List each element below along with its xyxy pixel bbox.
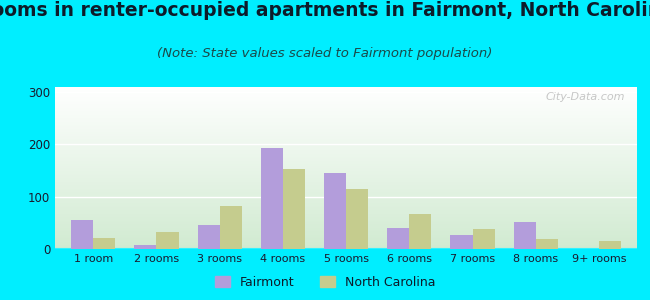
Bar bbox=[346, 189, 369, 249]
Text: (Note: State values scaled to Fairmont population): (Note: State values scaled to Fairmont p… bbox=[157, 46, 493, 59]
Bar bbox=[135, 245, 157, 249]
Bar bbox=[93, 238, 115, 249]
Bar bbox=[324, 173, 346, 249]
Text: Rooms in renter-occupied apartments in Fairmont, North Carolina: Rooms in renter-occupied apartments in F… bbox=[0, 2, 650, 20]
Bar bbox=[450, 235, 473, 249]
Bar bbox=[387, 228, 410, 249]
Legend: Fairmont, North Carolina: Fairmont, North Carolina bbox=[210, 271, 440, 294]
Bar bbox=[514, 222, 536, 249]
Bar bbox=[71, 220, 93, 249]
Bar bbox=[473, 229, 495, 249]
Bar bbox=[261, 148, 283, 249]
Bar bbox=[283, 169, 305, 249]
Bar bbox=[536, 238, 558, 249]
Bar bbox=[198, 226, 220, 249]
Bar bbox=[599, 241, 621, 249]
Bar bbox=[410, 214, 432, 249]
Bar bbox=[220, 206, 242, 249]
Text: City-Data.com: City-Data.com bbox=[546, 92, 625, 102]
Bar bbox=[157, 232, 179, 249]
